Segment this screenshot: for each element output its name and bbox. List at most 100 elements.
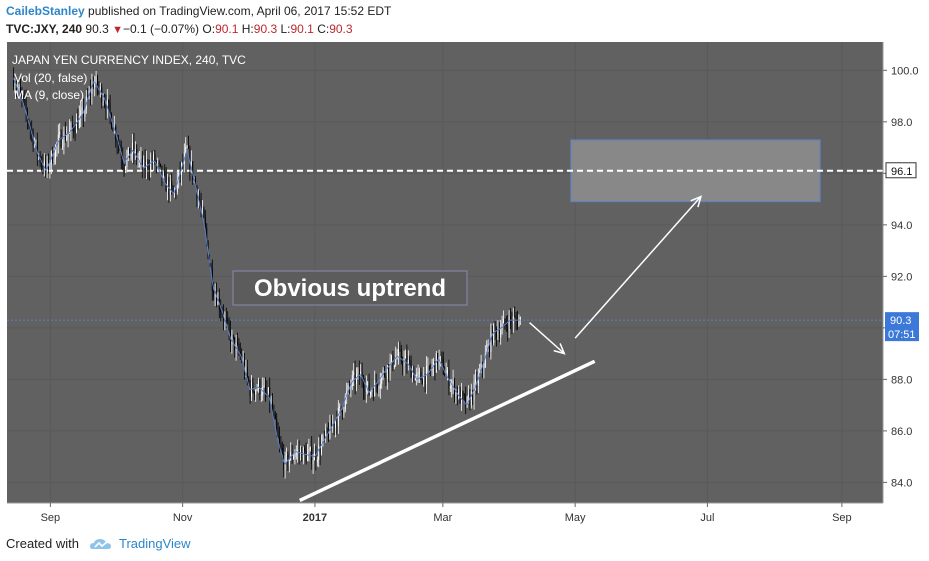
candle-body: [78, 115, 80, 129]
candle-body: [374, 380, 376, 397]
x-tick-label: Mar: [433, 512, 452, 524]
low-label: L:: [280, 22, 291, 36]
candle-body: [122, 157, 124, 165]
candle-body: [24, 98, 26, 101]
candle-body: [406, 355, 408, 366]
candle-body: [41, 162, 43, 165]
candle-body: [368, 381, 370, 395]
candle-body: [55, 145, 57, 160]
price-chart[interactable]: Obvious uptrend JAPAN YEN CURRENCY INDEX,…: [0, 40, 929, 526]
candle-body: [335, 421, 337, 428]
candle-body: [81, 107, 83, 111]
candle-body: [461, 391, 463, 404]
candle-body: [409, 359, 411, 362]
candle-body: [256, 389, 258, 391]
candle-body: [441, 356, 443, 360]
created-with-text: Created with: [6, 536, 79, 551]
candle-body: [153, 154, 155, 164]
candle-body: [216, 294, 218, 305]
candle-body: [295, 451, 297, 455]
candle-body: [475, 379, 477, 382]
candle-body: [13, 78, 15, 88]
candle-body: [235, 342, 237, 351]
candle-body: [351, 375, 353, 386]
candle-body: [63, 132, 65, 147]
candle-body: [325, 428, 327, 437]
candle-body: [472, 391, 474, 401]
candle-body: [449, 386, 451, 389]
candle-body: [470, 391, 472, 406]
candle-body: [76, 119, 78, 133]
y-tick-label: 100.0: [891, 65, 919, 77]
candle-body: [125, 166, 127, 170]
candle-body: [399, 349, 401, 351]
candle-body: [15, 86, 17, 89]
candle-body: [357, 369, 359, 374]
candle-body: [189, 148, 191, 170]
author-link[interactable]: CailebStanley: [6, 4, 85, 18]
high-value: 90.3: [253, 22, 278, 36]
candle-body: [420, 372, 422, 380]
x-tick-label: Nov: [173, 512, 193, 524]
indicator-label: Vol (20, false): [14, 71, 87, 85]
candle-body: [274, 414, 276, 420]
candle-body: [407, 359, 409, 366]
candle-body: [381, 375, 383, 384]
candle-body: [192, 161, 194, 180]
candle-body: [444, 373, 446, 376]
candle-body: [227, 319, 229, 322]
candle-body: [414, 376, 416, 381]
candle-body: [326, 428, 328, 433]
candle-body: [419, 372, 421, 373]
candle-body: [71, 123, 73, 128]
candle-body: [234, 337, 236, 351]
x-tick-label: 2017: [303, 512, 327, 524]
candle-body: [62, 146, 64, 148]
candle-body: [204, 217, 206, 228]
arrow-1: [529, 322, 566, 355]
candle-body: [277, 430, 279, 438]
candle-body: [437, 353, 439, 366]
candle-body: [90, 90, 92, 95]
close-label: C:: [317, 22, 330, 36]
level-badge: [885, 162, 917, 179]
candle-body: [265, 385, 267, 392]
candle-body: [206, 227, 208, 241]
candle-body: [412, 371, 414, 378]
candle-body: [494, 324, 496, 330]
price-change: −0.1 (−0.07%): [122, 22, 200, 36]
candle-body: [302, 447, 304, 462]
candle-body: [395, 357, 397, 366]
candle-body: [59, 132, 61, 135]
candlesticks: [13, 67, 521, 479]
candle-body: [353, 371, 355, 376]
candle-body: [413, 371, 415, 381]
candle-body: [493, 324, 495, 343]
tradingview-link[interactable]: TradingView: [118, 536, 191, 551]
candle-body: [45, 160, 47, 170]
candle-body: [112, 128, 114, 132]
candle-body: [435, 353, 437, 373]
candle-body: [298, 449, 300, 454]
candle-body: [344, 396, 346, 410]
candle-body: [458, 389, 460, 399]
candle-body: [346, 391, 348, 397]
y-tick-label: 86.0: [891, 426, 912, 438]
candle-body: [246, 366, 248, 378]
candle-body: [455, 390, 457, 398]
candle-body: [239, 351, 241, 355]
candle-body: [279, 437, 281, 443]
candle-body: [67, 133, 69, 137]
candle-body: [43, 160, 45, 170]
candle-body: [94, 82, 96, 88]
candle-body: [260, 395, 262, 396]
publish-info: CailebStanley published on TradingView.c…: [6, 4, 391, 18]
candle-body: [237, 342, 239, 344]
candle-body: [337, 407, 339, 427]
candle-body: [370, 392, 372, 395]
candle-body: [248, 377, 250, 384]
candle-body: [328, 432, 330, 439]
candle-body: [497, 331, 499, 337]
open-value: 90.1: [215, 22, 239, 36]
level-badge-text: 96.1: [891, 166, 912, 178]
